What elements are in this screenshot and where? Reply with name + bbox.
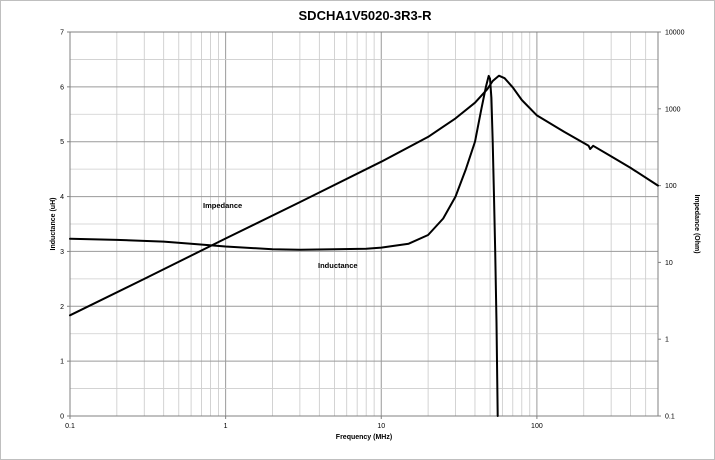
y-tick-label: 6 bbox=[60, 84, 64, 91]
y-tick-label: 5 bbox=[60, 139, 64, 146]
y-tick-label: 2 bbox=[60, 304, 64, 311]
x-tick-label: 1 bbox=[224, 423, 228, 430]
annotation-impedance: Impedance bbox=[203, 201, 242, 210]
series-line-impedance bbox=[69, 74, 659, 317]
y-tick-label: 3 bbox=[60, 249, 64, 256]
y-axis-ticks: 0 1 2 3 4 5 6 7 bbox=[60, 30, 70, 421]
y2-tick-label: 10 bbox=[665, 260, 673, 267]
y-tick-label: 0 bbox=[60, 414, 64, 421]
x-tick-label: 0.1 bbox=[65, 423, 75, 430]
series-line-inductance bbox=[69, 74, 499, 417]
y-axis-title: Inductance (uH) bbox=[50, 198, 57, 251]
annotation-inductance: Inductance bbox=[318, 261, 358, 270]
chart-grid bbox=[69, 31, 659, 417]
y2-axis-title: Impedance (Ohm) bbox=[693, 194, 700, 253]
y2-tick-label: 1000 bbox=[665, 106, 681, 113]
x-tick-label: 10 bbox=[377, 423, 385, 430]
y-tick-label: 7 bbox=[60, 30, 64, 37]
y2-tick-label: 10000 bbox=[665, 30, 685, 37]
x-axis-ticks: 0.1 1 10 100 bbox=[65, 416, 543, 430]
plot-area-frame bbox=[69, 31, 659, 417]
y-tick-label: 4 bbox=[60, 194, 64, 201]
y-tick-label: 1 bbox=[60, 359, 64, 366]
chart-title: SDCHA1V5020-3R3-R bbox=[299, 8, 433, 23]
y2-tick-label: 1 bbox=[665, 337, 669, 344]
y2-axis-ticks: 0.1 1 10 100 1000 10000 bbox=[658, 30, 685, 421]
x-tick-label: 100 bbox=[531, 423, 543, 430]
chart-series bbox=[69, 74, 659, 417]
y2-tick-label: 100 bbox=[665, 183, 677, 190]
x-axis-title: Frequency (MHz) bbox=[336, 434, 392, 441]
y2-tick-label: 0.1 bbox=[665, 414, 675, 421]
